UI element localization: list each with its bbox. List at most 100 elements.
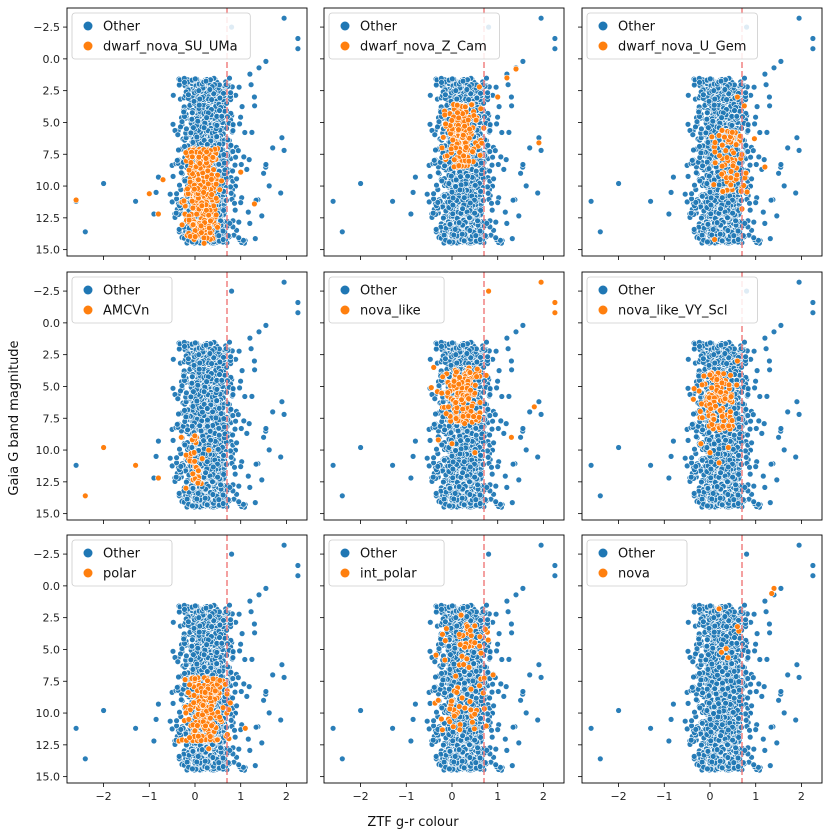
point-other [435, 118, 443, 125]
point-other [534, 189, 541, 197]
point-other [763, 129, 771, 136]
point-other [432, 146, 439, 154]
point-other [201, 137, 208, 144]
point-other [233, 175, 240, 183]
point-other [502, 208, 509, 216]
point-dwarf_nova_Z_Cam [448, 145, 455, 153]
point-other [226, 74, 233, 82]
point-dwarf_nova_Z_Cam [535, 139, 543, 147]
point-other [294, 35, 302, 42]
point-other [262, 58, 270, 65]
point-other [767, 235, 774, 242]
point-dwarf_nova_Z_Cam [448, 117, 455, 124]
point-other [509, 197, 517, 204]
point-dwarf_nova_SU_UMa [182, 149, 190, 156]
point-dwarf_nova_Z_Cam [454, 101, 461, 109]
point-other [226, 220, 234, 227]
point-other [185, 91, 192, 98]
point-other [723, 96, 730, 103]
point-other [537, 15, 545, 22]
point-other [280, 147, 288, 154]
point-other [232, 206, 239, 214]
point-other [445, 180, 453, 187]
point-other [691, 182, 698, 189]
point-dwarf_nova_SU_UMa [208, 191, 215, 198]
point-other [792, 189, 799, 197]
point-other [492, 83, 500, 91]
y-tick-label: −2.5 [33, 21, 60, 34]
point-other [167, 191, 174, 198]
point-other [685, 92, 692, 99]
point-other [294, 45, 302, 52]
y-tick-label: 10.0 [36, 180, 61, 193]
point-dwarf_nova_SU_UMa [197, 222, 205, 230]
legend-label-dwarf_nova_SU_UMa: dwarf_nova_SU_UMa [103, 40, 238, 55]
point-other [755, 153, 762, 161]
point-other [180, 108, 187, 116]
point-other [761, 220, 768, 227]
point-dwarf_nova_Z_Cam [463, 144, 470, 151]
point-other [188, 115, 196, 123]
point-other [483, 74, 490, 82]
point-dwarf_nova_Z_Cam [449, 136, 456, 144]
point-other [748, 175, 755, 183]
point-other [737, 81, 745, 88]
point-other [407, 210, 415, 218]
point-dwarf_nova_SU_UMa [189, 204, 197, 212]
point-dwarf_nova_SU_UMa [178, 221, 186, 229]
point-dwarf_nova_Z_Cam [454, 109, 461, 116]
series-dwarf_nova_Z_Cam [438, 65, 543, 171]
point-other [237, 199, 244, 206]
point-other [756, 129, 763, 136]
point-other [433, 226, 440, 233]
point-other [486, 121, 494, 128]
point-other [493, 120, 500, 128]
point-dwarf_nova_SU_UMa [218, 177, 225, 185]
point-other [176, 182, 183, 189]
point-other [441, 193, 448, 200]
point-other [187, 129, 195, 137]
point-other [684, 121, 692, 128]
point-dwarf_nova_Z_Cam [441, 111, 448, 119]
point-other [508, 93, 515, 101]
point-other [183, 125, 190, 133]
point-other [551, 45, 559, 52]
point-other [227, 89, 234, 96]
y-tick-label: 5.0 [43, 116, 61, 129]
point-other [424, 191, 431, 198]
point-other [477, 188, 484, 195]
point-dwarf_nova_Z_Cam [438, 144, 446, 152]
point-other [196, 95, 204, 103]
point-other [258, 212, 265, 220]
point-other [441, 162, 448, 170]
point-other [744, 121, 752, 128]
point-other [684, 173, 692, 180]
point-dwarf_nova_Z_Cam [466, 125, 473, 133]
point-dwarf_nova_Z_Cam [455, 126, 462, 133]
point-other [339, 228, 346, 236]
point-other [132, 198, 139, 205]
point-other [434, 199, 441, 206]
point-other [229, 148, 237, 155]
point-other [181, 79, 188, 86]
point-other [707, 210, 714, 218]
point-other [438, 177, 445, 185]
point-dwarf_nova_Z_Cam [476, 83, 483, 91]
point-other [169, 173, 177, 180]
point-other [435, 169, 442, 176]
point-dwarf_nova_Z_Cam [442, 120, 449, 128]
point-dwarf_nova_SU_UMa [207, 217, 214, 225]
point-other [696, 177, 703, 185]
point-dwarf_nova_SU_UMa [213, 211, 220, 219]
point-dwarf_nova_SU_UMa [146, 190, 153, 197]
point-dwarf_nova_Z_Cam [460, 152, 467, 160]
point-other [526, 144, 533, 152]
point-other [456, 186, 464, 194]
point-other [760, 208, 767, 216]
point-other [773, 212, 780, 220]
point-other [508, 102, 515, 110]
plot-area [72, 15, 302, 247]
y-tick-label: 2.5 [43, 85, 61, 98]
